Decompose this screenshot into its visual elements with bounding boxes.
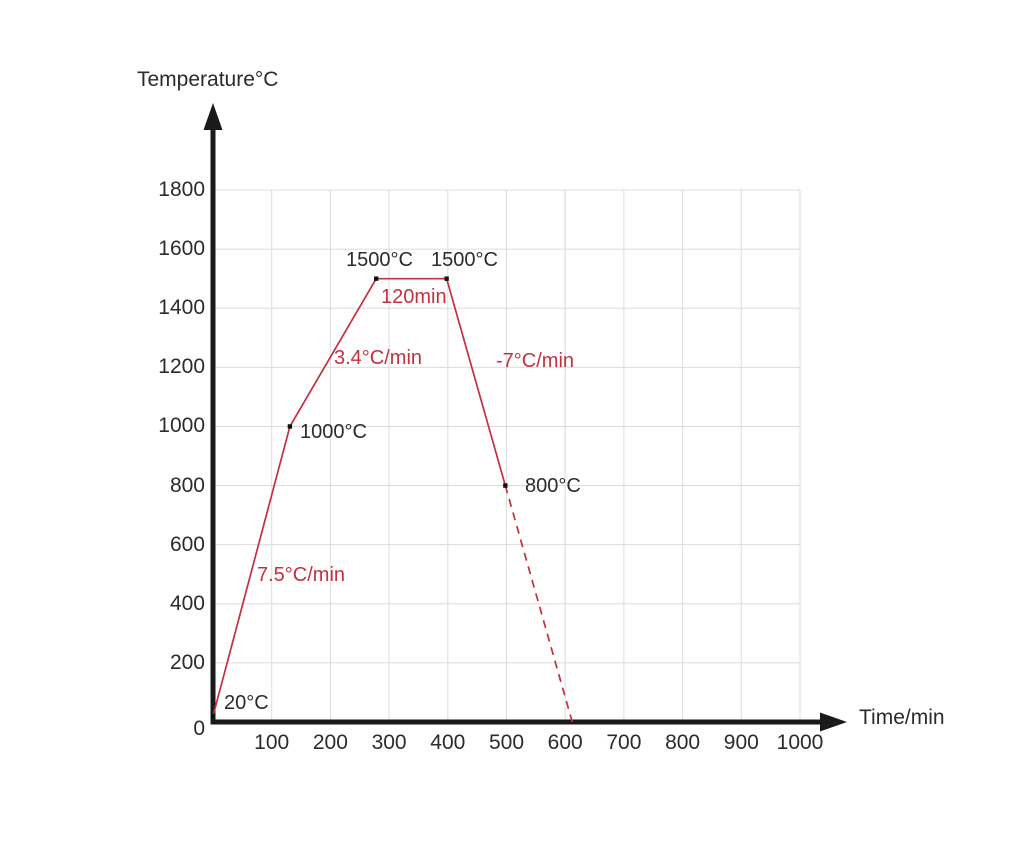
cooling-rate-label: -7°C/min	[496, 350, 575, 372]
hold-duration-label: 120min	[381, 286, 447, 308]
y-tick-600: 600	[169, 532, 205, 556]
plateau-end-label: 1500°C	[431, 249, 498, 271]
y-tick-1800: 1800	[158, 178, 205, 201]
y-axis-arrow	[203, 103, 223, 130]
data-point-marker	[444, 276, 449, 281]
ramp1-rate-label: 7.5°C/min	[257, 564, 346, 586]
data-point-marker	[210, 713, 216, 719]
x-tick-1000: 1000	[776, 731, 824, 754]
x-tick-100: 100	[254, 731, 290, 754]
start-temp-label: 20°C	[224, 692, 269, 714]
y-tick-1400: 1400	[158, 296, 205, 320]
y-tick-1000: 1000	[158, 414, 205, 438]
data-point-marker	[503, 483, 508, 488]
x-tick-200: 200	[312, 731, 348, 754]
y-tick-0: 0	[193, 717, 205, 740]
x-tick-700: 700	[606, 731, 642, 754]
y-tick-1200: 1200	[158, 355, 205, 379]
x-tick-300: 300	[371, 731, 407, 754]
y-tick-200: 200	[169, 650, 205, 674]
point-1000c-label: 1000°C	[300, 421, 367, 443]
data-point-marker	[373, 276, 379, 281]
y-tick-1600: 1600	[158, 237, 205, 261]
x-tick-400: 400	[430, 731, 466, 754]
point-800c-label: 800°C	[525, 475, 581, 497]
x-tick-500: 500	[488, 731, 525, 754]
x-axis-arrow	[820, 712, 847, 732]
y-tick-800: 800	[169, 473, 205, 497]
x-tick-600: 600	[547, 731, 583, 754]
ramp2-rate-label: 3.4°C/min	[334, 347, 423, 369]
x-tick-900: 900	[723, 731, 759, 754]
firing-profile-solid-line	[212, 277, 507, 717]
data-point-marker	[287, 424, 293, 429]
x-tick-800: 800	[665, 731, 701, 754]
y-tick-400: 400	[169, 591, 205, 615]
y-axis-title: Temperature°C	[137, 68, 279, 91]
x-axis-title: Time/min	[859, 706, 945, 729]
plateau-start-label: 1500°C	[346, 249, 413, 271]
